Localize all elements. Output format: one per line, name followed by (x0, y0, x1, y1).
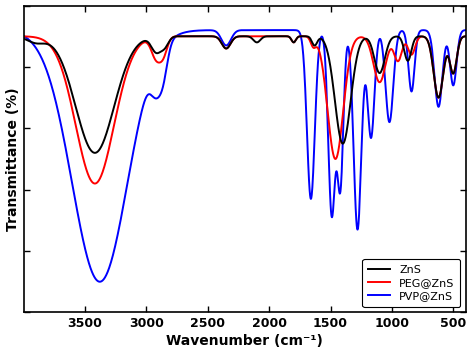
PEG@ZnS (198, 34, 203, 38)
PEG@ZnS (92, 181, 98, 185)
ZnS (277, 34, 283, 38)
ZnS (100, 143, 105, 147)
ZnS (175, 34, 181, 38)
ZnS (92, 151, 98, 155)
PVP@ZnS (198, 28, 203, 33)
PVP@ZnS (294, 28, 300, 33)
ZnS (383, 55, 388, 59)
ZnS (133, 46, 138, 50)
PVP@ZnS (281, 28, 287, 32)
PEG@ZnS (133, 49, 138, 53)
ZnS (463, 34, 468, 39)
PVP@ZnS (21, 34, 27, 38)
Line: PVP@ZnS: PVP@ZnS (24, 30, 465, 282)
PEG@ZnS (463, 34, 468, 39)
Line: ZnS: ZnS (24, 36, 465, 153)
PVP@ZnS (100, 279, 105, 283)
Line: PEG@ZnS: PEG@ZnS (24, 36, 465, 183)
PVP@ZnS (463, 28, 468, 32)
PEG@ZnS (266, 34, 272, 38)
PVP@ZnS (133, 137, 138, 141)
PVP@ZnS (175, 33, 181, 37)
PVP@ZnS (383, 80, 388, 85)
Y-axis label: Transmittance (%): Transmittance (%) (6, 87, 19, 231)
PVP@ZnS (97, 280, 103, 284)
PEG@ZnS (100, 171, 105, 175)
ZnS (198, 34, 203, 38)
X-axis label: Wavenumber (cm⁻¹): Wavenumber (cm⁻¹) (166, 335, 323, 348)
Legend: ZnS, PEG@ZnS, PVP@ZnS: ZnS, PEG@ZnS, PVP@ZnS (362, 259, 460, 307)
PEG@ZnS (294, 36, 300, 41)
PEG@ZnS (175, 34, 181, 38)
PEG@ZnS (383, 64, 388, 68)
ZnS (294, 36, 300, 41)
ZnS (21, 36, 27, 41)
PEG@ZnS (21, 34, 27, 39)
